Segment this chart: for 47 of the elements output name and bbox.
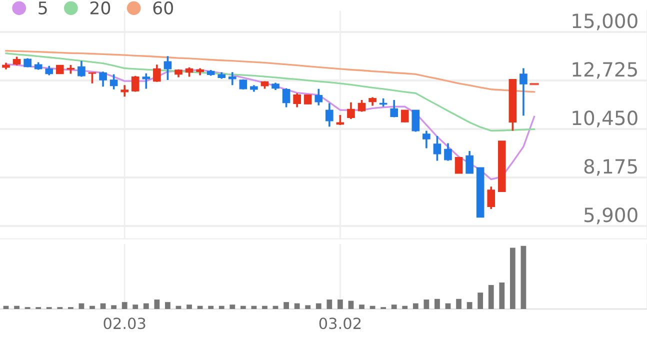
bar	[412, 303, 418, 309]
bar	[499, 282, 505, 309]
bar	[132, 304, 138, 309]
bar	[78, 303, 84, 309]
bar	[466, 302, 472, 309]
bar	[90, 306, 95, 309]
bar	[338, 300, 343, 309]
bar	[305, 305, 311, 309]
legend-label: 20	[90, 1, 110, 14]
bar	[165, 302, 170, 309]
legend-label: 5	[38, 2, 47, 14]
bar	[14, 306, 20, 309]
bar	[262, 306, 268, 309]
bar	[154, 300, 160, 309]
bar	[284, 302, 289, 309]
y-tick-label: 10,450	[572, 110, 638, 128]
y-tick-label: 8,175	[584, 159, 637, 176]
bar	[240, 306, 246, 309]
bar	[359, 304, 364, 309]
bar	[478, 292, 484, 309]
bar	[520, 246, 526, 309]
bar	[218, 306, 224, 309]
bar	[143, 303, 149, 309]
bar	[326, 300, 332, 309]
bar	[294, 303, 300, 309]
y-tick-label: 5,900	[584, 208, 638, 224]
bar	[391, 304, 397, 309]
bar	[348, 300, 354, 309]
x-tick-label: 02.03	[104, 318, 146, 330]
bar	[230, 304, 236, 309]
bar	[402, 306, 408, 309]
bar	[445, 303, 451, 309]
bar	[488, 285, 494, 309]
bar	[186, 304, 192, 309]
bar	[434, 298, 440, 309]
legend-label: 60	[153, 1, 173, 14]
bar	[456, 298, 462, 309]
bar	[100, 303, 106, 309]
bar	[208, 306, 214, 309]
bar	[316, 303, 322, 309]
bar	[111, 305, 116, 309]
bar	[424, 300, 430, 309]
x-tick-label: 03.02	[319, 318, 361, 330]
bar	[122, 302, 128, 309]
y-tick-label: 12,725	[572, 62, 637, 79]
y-tick-label: 15,000	[572, 14, 638, 30]
bar	[510, 248, 516, 309]
